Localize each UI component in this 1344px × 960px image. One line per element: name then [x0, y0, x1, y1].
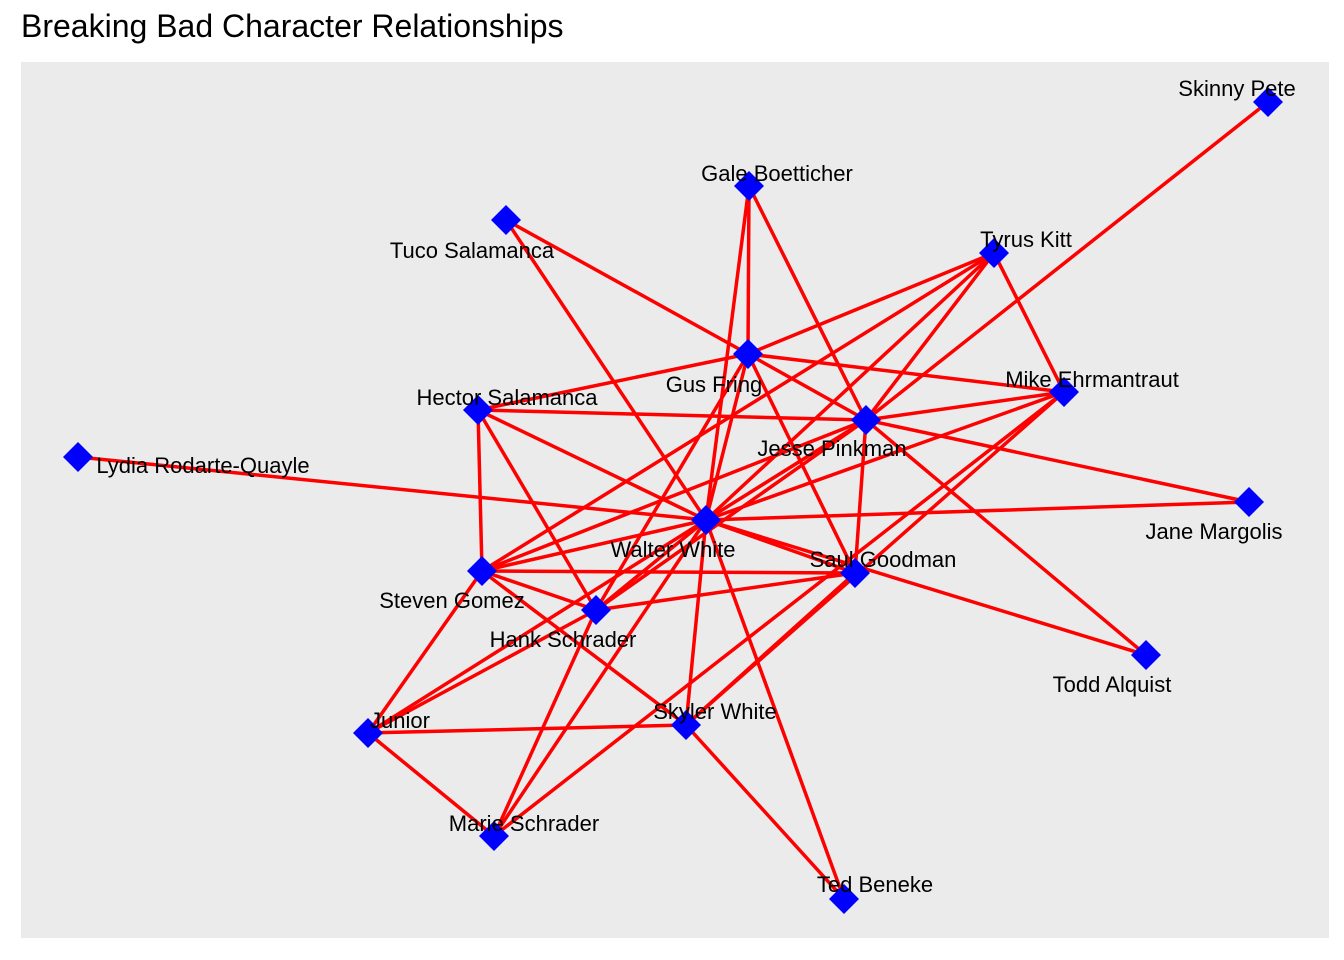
node-label-hank: Hank Schrader [490, 627, 637, 652]
node-label-jane: Jane Margolis [1146, 519, 1283, 544]
node-lydia [63, 442, 93, 472]
edge-mike-marie [492, 390, 1066, 838]
node-label-mike: Mike Ehrmantraut [1005, 367, 1179, 392]
edge-skyler-ted [684, 723, 846, 901]
edge-walter-jane [705, 500, 1250, 522]
node-label-junior: Junior [370, 708, 430, 733]
node-tyrus [979, 238, 1009, 268]
node-label-todd: Todd Alquist [1053, 672, 1172, 697]
edge-gus-tuco [505, 218, 749, 356]
edge-jesse-skinny [864, 100, 1270, 422]
edge-jesse-mike [865, 390, 1065, 422]
node-label-skinny: Skinny Pete [1178, 76, 1295, 101]
edge-jesse-hector [477, 408, 867, 422]
chart-title: Breaking Bad Character Relationships [21, 8, 564, 44]
labels-layer: Walter White Jesse Pinkman Gus Fring Saul G… [96, 76, 1295, 897]
node-mike [1049, 377, 1079, 407]
edges-layer [77, 100, 1270, 901]
node-walter [691, 505, 721, 535]
node-gale [734, 171, 764, 201]
edge-steven-tyrus [481, 251, 995, 573]
edge-gus-tyrus [747, 251, 995, 356]
edge-saul-steven [481, 569, 856, 575]
edge-walter-lydia [77, 455, 707, 522]
edge-jesse-gale [747, 185, 868, 421]
edge-jesse-todd [864, 418, 1148, 657]
node-jesse [851, 405, 881, 435]
edge-walter-tuco [504, 219, 708, 521]
node-todd [1131, 640, 1161, 670]
edge-steven-skyler [480, 569, 688, 727]
node-junior [353, 718, 383, 748]
edge-jesse-hank [594, 418, 868, 612]
edge-walter-mike [705, 390, 1065, 522]
node-hector [463, 395, 493, 425]
edge-steven-hank [481, 569, 597, 612]
node-label-lydia: Lydia Rodarte-Quayle [96, 453, 309, 478]
node-label-gus: Gus Fring [666, 372, 763, 397]
node-jane [1234, 487, 1264, 517]
edge-gus-mike [747, 352, 1065, 394]
node-label-skyler: Skyler White [653, 699, 776, 724]
node-label-tuco: Tuco Salamanca [390, 238, 555, 263]
edge-hector-steven [476, 409, 484, 572]
edge-gus-hank [594, 353, 750, 611]
edge-hank-junior [367, 608, 597, 735]
node-label-hector: Hector Salamanca [417, 385, 599, 410]
edge-gus-saul [746, 353, 857, 574]
edge-gus-hector [477, 352, 749, 412]
edge-hector-hank [476, 409, 598, 611]
edge-tyrus-mike [992, 252, 1066, 393]
edge-junior-marie [366, 731, 496, 838]
edge-jesse-gus [747, 352, 867, 422]
node-label-tyrus: Tyrus Kitt [980, 227, 1072, 252]
edge-gus-gale [746, 185, 751, 355]
node-label-jesse: Jesse Pinkman [757, 436, 906, 461]
node-label-walter: Walter White [610, 537, 735, 562]
node-ted [829, 884, 859, 914]
edge-walter-steven [481, 518, 707, 573]
edge-walter-junior [367, 518, 707, 735]
edge-skyler-mike [684, 390, 1066, 727]
node-marie [479, 821, 509, 851]
node-skinny [1253, 87, 1283, 117]
edge-jesse-tyrus [864, 251, 996, 422]
node-skyler [671, 710, 701, 740]
edge-saul-hank [595, 571, 856, 612]
node-hank [581, 595, 611, 625]
nodes-layer [63, 87, 1283, 914]
edge-jesse-steven [481, 418, 867, 573]
edge-jesse-saul [853, 419, 868, 574]
node-label-ted: Ted Beneke [817, 872, 933, 897]
edge-hank-marie [492, 609, 598, 837]
edge-walter-todd [705, 518, 1147, 657]
node-saul [840, 558, 870, 588]
node-label-marie: Marie Schrader [449, 811, 599, 836]
node-tuco [491, 205, 521, 235]
node-label-saul: Saul Goodman [810, 547, 957, 572]
edge-jesse-jane [865, 418, 1250, 504]
edge-walter-skyler [684, 519, 708, 726]
node-label-steven: Steven Gomez [379, 588, 525, 613]
plot-panel [21, 62, 1329, 938]
node-label-gale: Gale Boetticher [701, 161, 853, 186]
edge-walter-ted [704, 519, 846, 900]
node-steven [467, 556, 497, 586]
edge-steven-junior [366, 569, 484, 735]
node-gus [733, 339, 763, 369]
edge-walter-gus [704, 353, 750, 521]
edge-walter-hector [477, 408, 707, 522]
edge-walter-gale [704, 185, 751, 521]
